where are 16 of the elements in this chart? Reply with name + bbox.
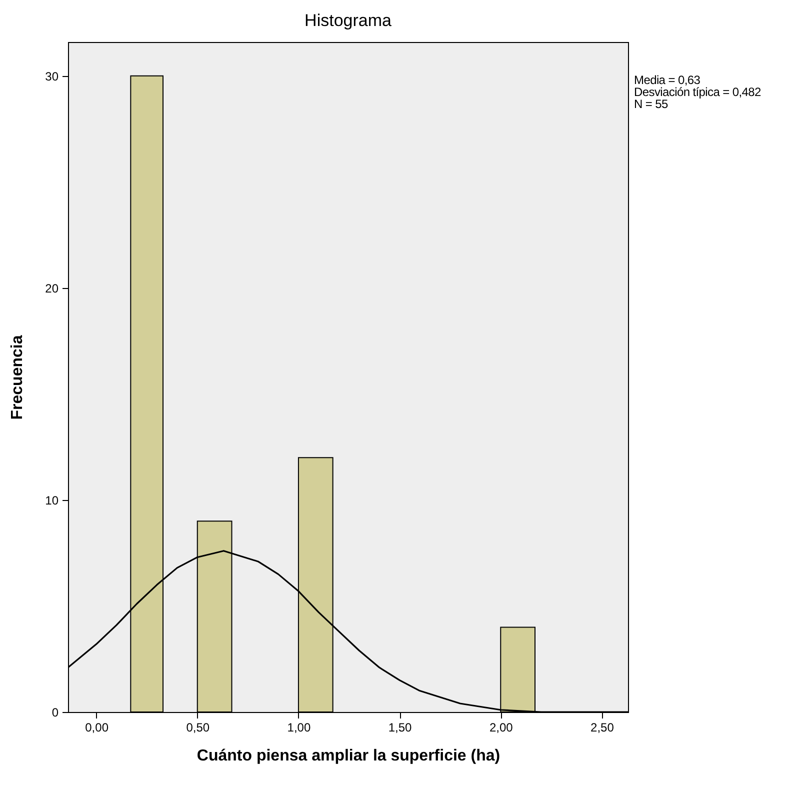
x-tick-label: 1,50 bbox=[388, 720, 412, 734]
text: Desviación típica = 0,482 bbox=[634, 85, 761, 99]
x-tick-label: 1,00 bbox=[287, 720, 311, 734]
chart-title: Histograma bbox=[304, 11, 392, 30]
x-tick-label: 0,00 bbox=[85, 720, 109, 734]
text: Media = 0,63 bbox=[634, 73, 702, 87]
x-axis-title: Cuánto piensa ampliar la superficie (ha) bbox=[196, 748, 500, 764]
x-tick-label: 0,50 bbox=[186, 720, 210, 734]
y-axis-title: Frecuencia bbox=[9, 335, 26, 420]
y-tick-label: 20 bbox=[45, 281, 59, 296]
x-tick-label: 2,00 bbox=[489, 720, 514, 734]
text: N = 55 bbox=[634, 97, 669, 111]
x-tick-label: 2,50 bbox=[590, 720, 614, 734]
y-tick-label: 0 bbox=[52, 706, 59, 720]
y-tick-label: 30 bbox=[45, 69, 59, 84]
y-tick-label: 10 bbox=[45, 493, 59, 508]
